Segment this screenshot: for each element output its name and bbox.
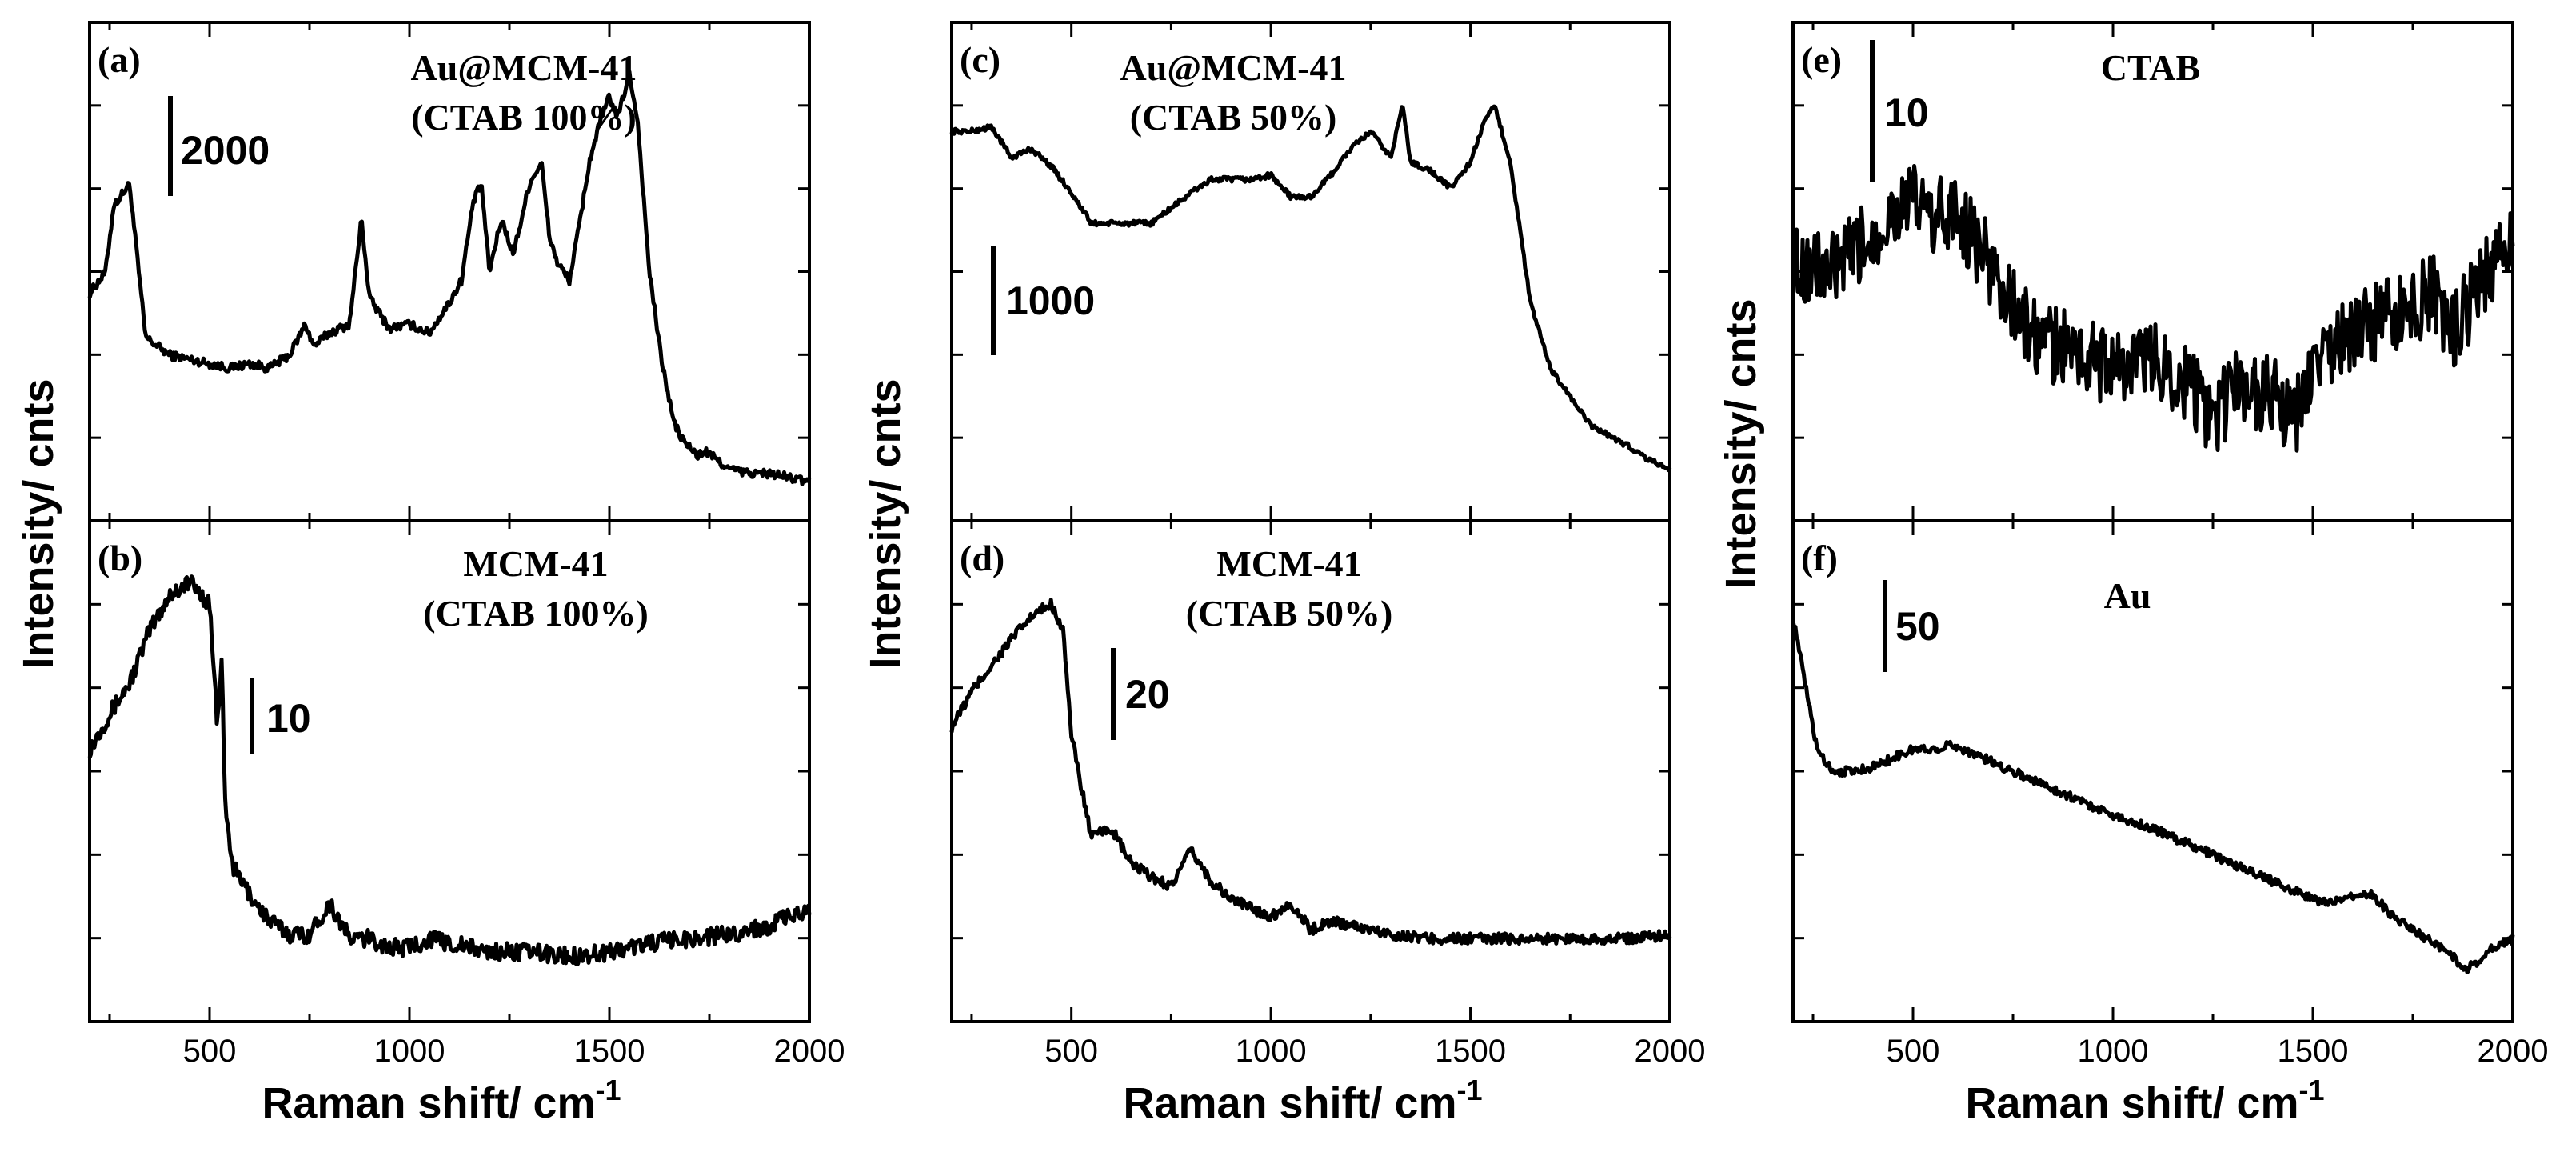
panel-d-title-line-0: MCM-41: [1216, 543, 1361, 584]
panel-b-series: [87, 574, 812, 966]
panel-f-xtick-label: 1500: [2278, 1034, 2349, 1069]
panel-f-xtick-label: 500: [1887, 1034, 1940, 1069]
panel-c-title-line-1: (CTAB 50%): [1130, 97, 1337, 138]
panel-e-scale-label: 10: [1884, 90, 1929, 135]
panel-d-title-line-1: (CTAB 50%): [1186, 593, 1393, 634]
panel-c-title-line-0: Au@MCM-41: [1120, 47, 1347, 88]
panel-b-xtick-label: 500: [183, 1034, 237, 1069]
panels: (a) Au@MCM-41 (CTAB 100%) 2000 500 1000 1500 20…: [87, 21, 2549, 1127]
panel-d-letter: (d): [960, 538, 1004, 578]
panel-e: (e) CTAB 10: [1791, 21, 2515, 522]
panel-b-xlabel: Raman shift/ cm-1: [262, 1074, 621, 1127]
panel-f-scale-label: 50: [1895, 604, 1940, 649]
panel-b-xtick-label: 1500: [574, 1034, 645, 1069]
panel-f-title-line-0: Au: [2104, 575, 2151, 616]
panel-e-series: [1791, 164, 2515, 453]
panel-f-xtick-label: 1000: [2078, 1034, 2149, 1069]
panel-f-xlabel-sup: -1: [2299, 1074, 2325, 1106]
panel-a-scale-label: 2000: [181, 128, 270, 173]
panel-b-xtick-label: 1000: [374, 1034, 445, 1069]
panel-b-title-line-1: (CTAB 100%): [423, 593, 649, 634]
panel-b: 500 1000 1500 2000 Raman shift/ cm-1 (b) MCM-4…: [87, 519, 845, 1127]
panel-d-xtick-label: 500: [1044, 1034, 1098, 1069]
panel-a: (a) Au@MCM-41 (CTAB 100%) 2000: [87, 21, 812, 522]
panel-a-title-line-1: (CTAB 100%): [411, 97, 637, 138]
panel-d-xtick-label: 2000: [1635, 1034, 1706, 1069]
panel-b-xtick-label: 2000: [774, 1034, 845, 1069]
panel-b-letter: (b): [98, 538, 142, 578]
panel-c-series: [949, 104, 1672, 473]
panel-f-frame: [1791, 519, 2514, 1023]
panel-e-title-line-0: CTAB: [2101, 47, 2200, 88]
ylabel-col2: Intensity/ cnts: [861, 378, 909, 669]
panel-d: 500 1000 1500 2000 Raman shift/ cm-1 (d) MCM-4…: [949, 519, 1706, 1127]
panel-b-xlabel-sup: -1: [596, 1074, 621, 1106]
panel-f: 500 1000 1500 2000 Raman shift/ cm-1 (f) Au 50: [1791, 519, 2549, 1127]
panel-d-series: [949, 598, 1672, 946]
panel-f-xlabel: Raman shift/ cm-1: [1965, 1074, 2324, 1127]
panel-f-series: [1791, 621, 2515, 974]
panel-a-letter: (a): [98, 39, 141, 80]
panel-d-xtick-label: 1500: [1435, 1034, 1506, 1069]
panel-e-letter: (e): [1801, 39, 1842, 80]
panel-c: (c) Au@MCM-41 (CTAB 50%) 1000: [949, 21, 1672, 522]
panel-a-title-line-0: Au@MCM-41: [411, 47, 637, 88]
panel-f-letter: (f): [1801, 538, 1838, 578]
panel-a-series: [87, 70, 812, 486]
panel-d-xlabel-sup: -1: [1457, 1074, 1483, 1106]
panel-d-scale-label: 20: [1125, 672, 1170, 717]
panel-b-title-line-0: MCM-41: [463, 543, 608, 584]
panel-f-xtick-label: 2000: [2478, 1034, 2549, 1069]
panel-d-xtick-label: 1000: [1236, 1034, 1307, 1069]
panel-c-scale-label: 1000: [1006, 278, 1095, 323]
panel-c-letter: (c): [960, 39, 1000, 80]
panel-d-xlabel: Raman shift/ cm-1: [1123, 1074, 1482, 1127]
ylabel-col1: Intensity/ cnts: [14, 378, 62, 669]
ylabel-col3: Intensity/ cnts: [1717, 298, 1765, 589]
panel-b-scale-label: 10: [266, 696, 311, 741]
